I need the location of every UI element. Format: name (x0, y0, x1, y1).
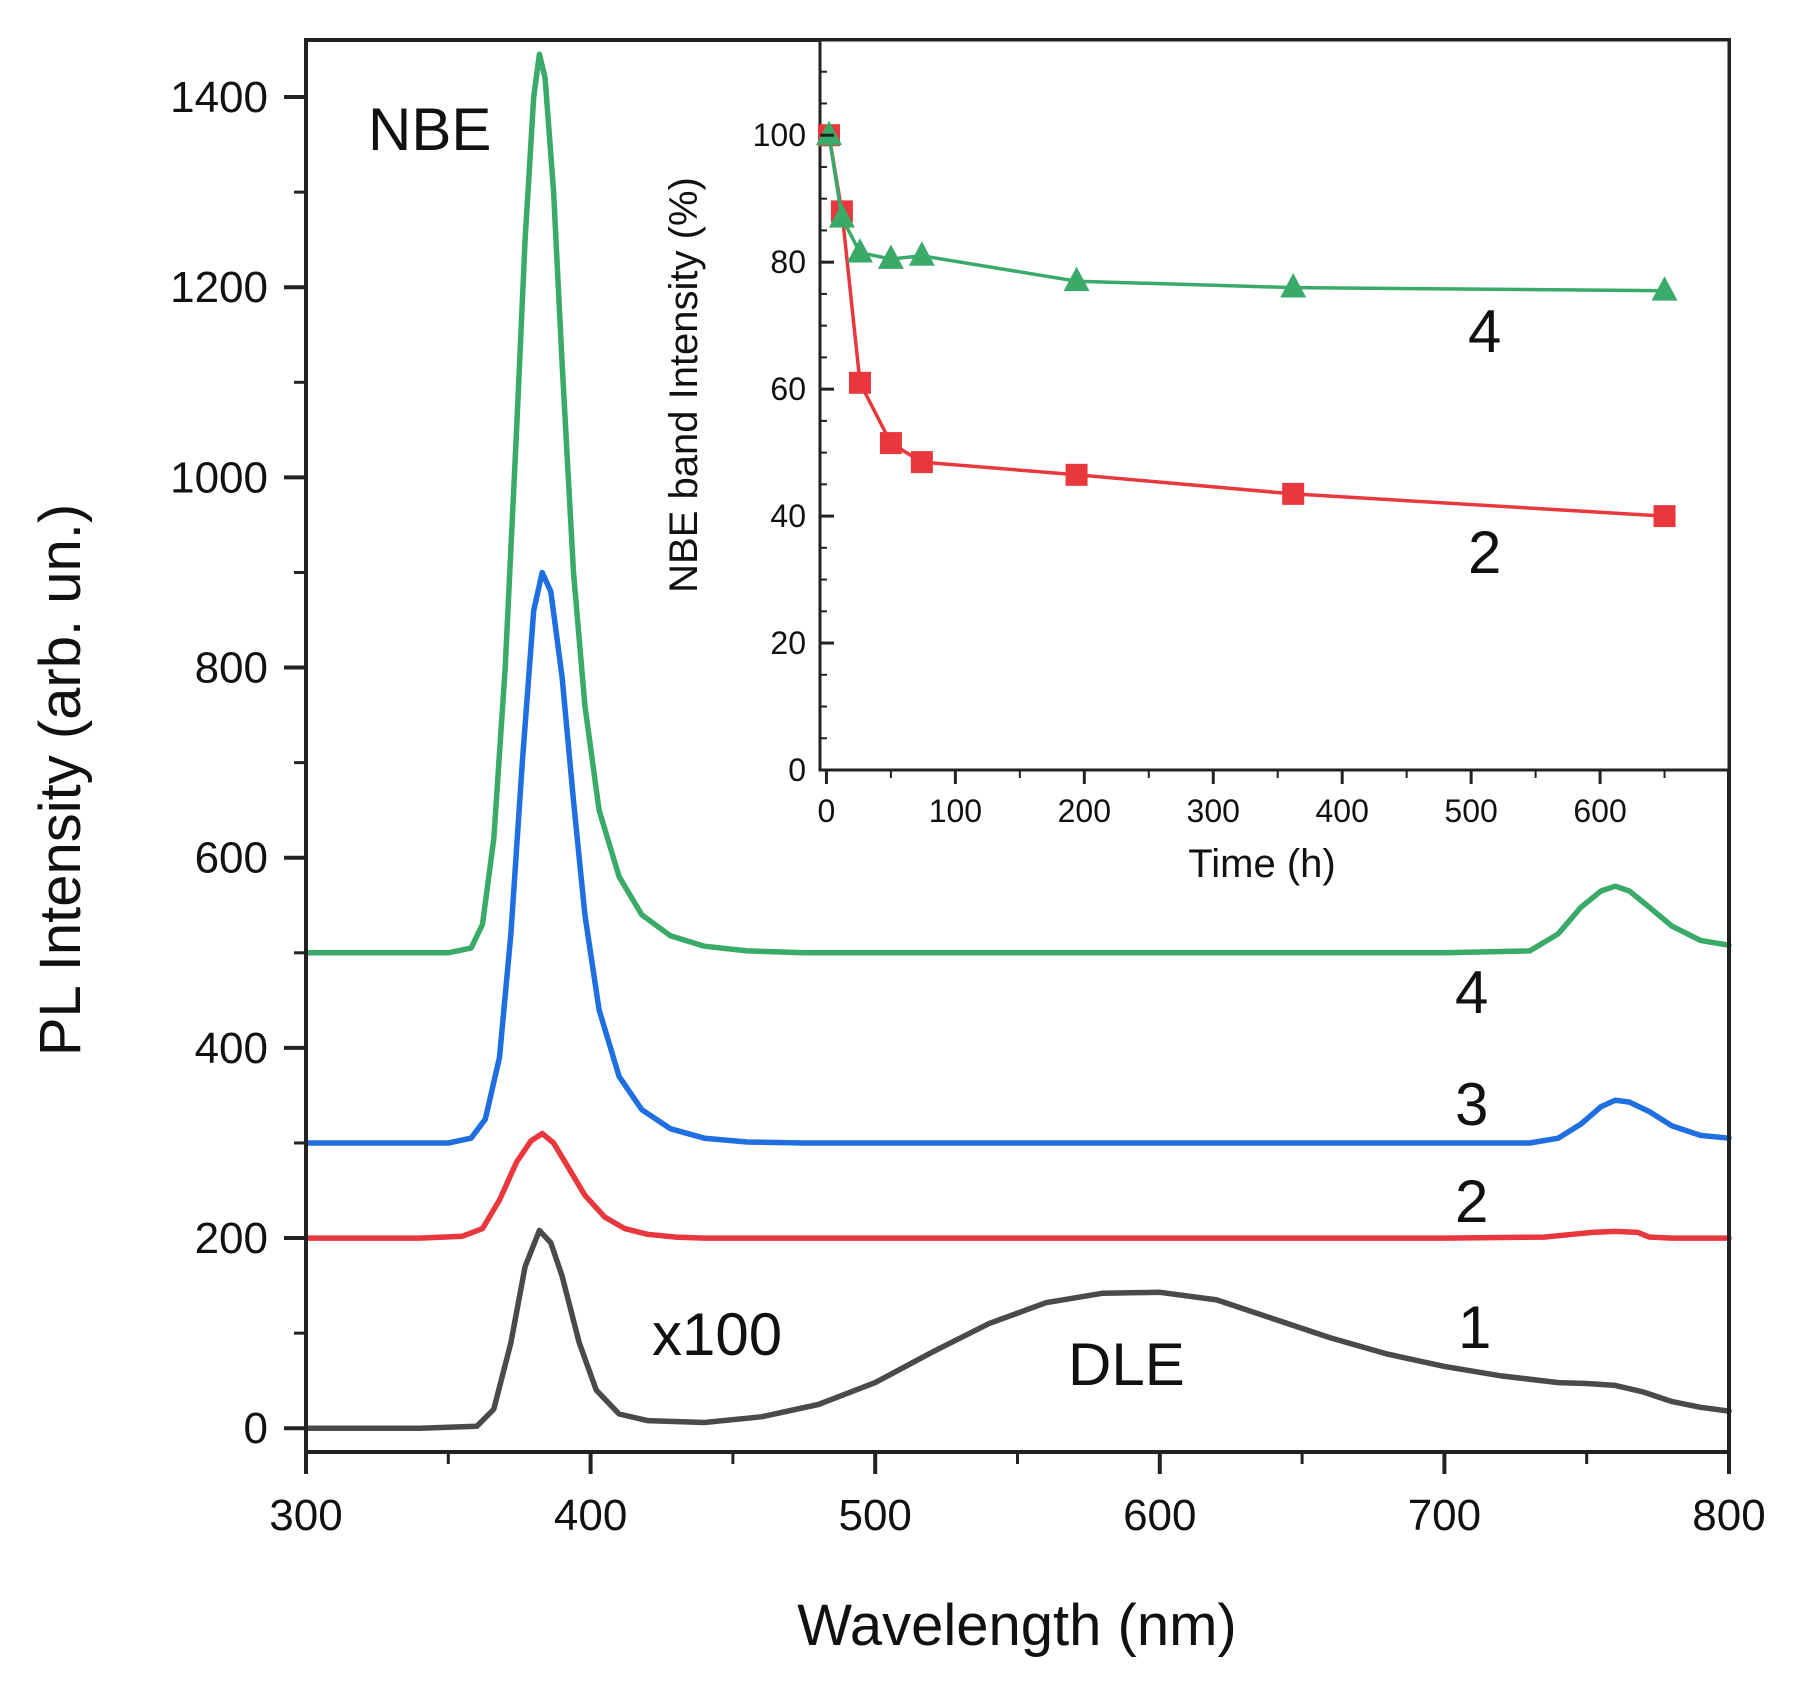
x-tick-label: 300 (269, 1491, 342, 1540)
inset-point-series-2 (1653, 505, 1676, 528)
main-x-axis-title: Wavelength (nm) (797, 1593, 1236, 1658)
inset-plot-frame (818, 38, 1731, 772)
y-tick-label: 400 (195, 1024, 268, 1073)
scale-label: x100 (652, 1301, 782, 1368)
inset-point-series-4 (828, 203, 855, 228)
y-tick-label: 800 (195, 644, 268, 693)
series-line-4 (303, 51, 1732, 956)
inset-point-series-4 (1280, 273, 1307, 298)
curve-2-label: 2 (1455, 1168, 1488, 1235)
x-tick-label: 700 (1408, 1491, 1481, 1540)
inset-point-series-4 (846, 238, 873, 263)
inset-point-series-2 (1065, 463, 1088, 486)
inset-x-tick-label: 200 (1058, 793, 1111, 829)
series-line-3 (303, 569, 1732, 1146)
main-plot: 300 400 500 600 700 8000200400600800100012001… (28, 38, 1766, 1658)
y-tick-label: 1000 (170, 453, 268, 502)
x-tick-label: 500 (838, 1491, 911, 1540)
inset-axes: 0 100 200 300 400 500 600 0 20 40 60 80 100 (753, 70, 1666, 829)
inset-series-group (816, 120, 1678, 528)
y-tick-label: 200 (195, 1214, 268, 1263)
inset-point-series-2 (910, 451, 933, 474)
main-series-group (303, 51, 1732, 1431)
inset-point-series-4 (908, 241, 935, 266)
inset-plot: 0 100 200 300 400 500 600 0 20 40 60 80 100 Time (h)… (662, 38, 1731, 886)
inset-y-axis-title: NBE band Intensity (%) (662, 177, 706, 593)
inset-point-series-2 (1282, 482, 1305, 505)
inset-y-tick-label: 0 (788, 752, 806, 788)
y-tick-label: 1400 (170, 73, 268, 122)
y-tick-label: 0 (244, 1404, 268, 1453)
x-tick-label: 800 (1692, 1491, 1765, 1540)
inset-x-tick-label: 600 (1573, 793, 1626, 829)
x-tick-label: 400 (554, 1491, 627, 1540)
inset-y-tick-label: 100 (753, 117, 806, 153)
curve-4-label: 4 (1455, 959, 1488, 1026)
inset-x-tick-label: 100 (929, 793, 982, 829)
inset-x-tick-label: 500 (1444, 793, 1497, 829)
nbe-label: NBE (368, 96, 491, 163)
inset-curve-2-label: 2 (1468, 519, 1501, 586)
inset-x-tick-label: 400 (1315, 793, 1368, 829)
inset-x-tick-label: 300 (1187, 793, 1240, 829)
inset-point-series-4 (1063, 266, 1090, 292)
y-tick-label: 1200 (170, 263, 268, 312)
inset-x-tick-label: 0 (818, 793, 836, 829)
inset-point-series-4 (877, 244, 904, 269)
inset-point-series-4 (816, 120, 843, 146)
inset-series-line-2 (827, 134, 1665, 518)
curve-3-label: 3 (1455, 1071, 1488, 1138)
inset-curve-4-label: 4 (1468, 298, 1501, 365)
inset-point-series-2 (848, 371, 871, 394)
series-line-1 (303, 1227, 1732, 1431)
inset-x-axis-title: Time (h) (1188, 842, 1335, 886)
inset-y-tick-label: 80 (770, 244, 806, 280)
x-tick-label: 600 (1123, 1491, 1196, 1540)
series-line-2 (303, 1130, 1732, 1241)
inset-y-tick-label: 20 (770, 625, 806, 661)
y-tick-label: 600 (195, 834, 268, 883)
curve-1-label: 1 (1458, 1294, 1491, 1361)
main-axes: 300 400 500 600 700 8000200400600800100012001… (170, 73, 1766, 1540)
inset-point-series-2 (879, 432, 902, 455)
main-y-axis-title: PL Intensity (arb. un.) (28, 504, 93, 1056)
inset-point-series-4 (1651, 276, 1678, 301)
dle-label: DLE (1068, 1331, 1185, 1398)
inset-y-tick-label: 60 (770, 371, 806, 407)
inset-y-tick-label: 40 (770, 498, 806, 534)
